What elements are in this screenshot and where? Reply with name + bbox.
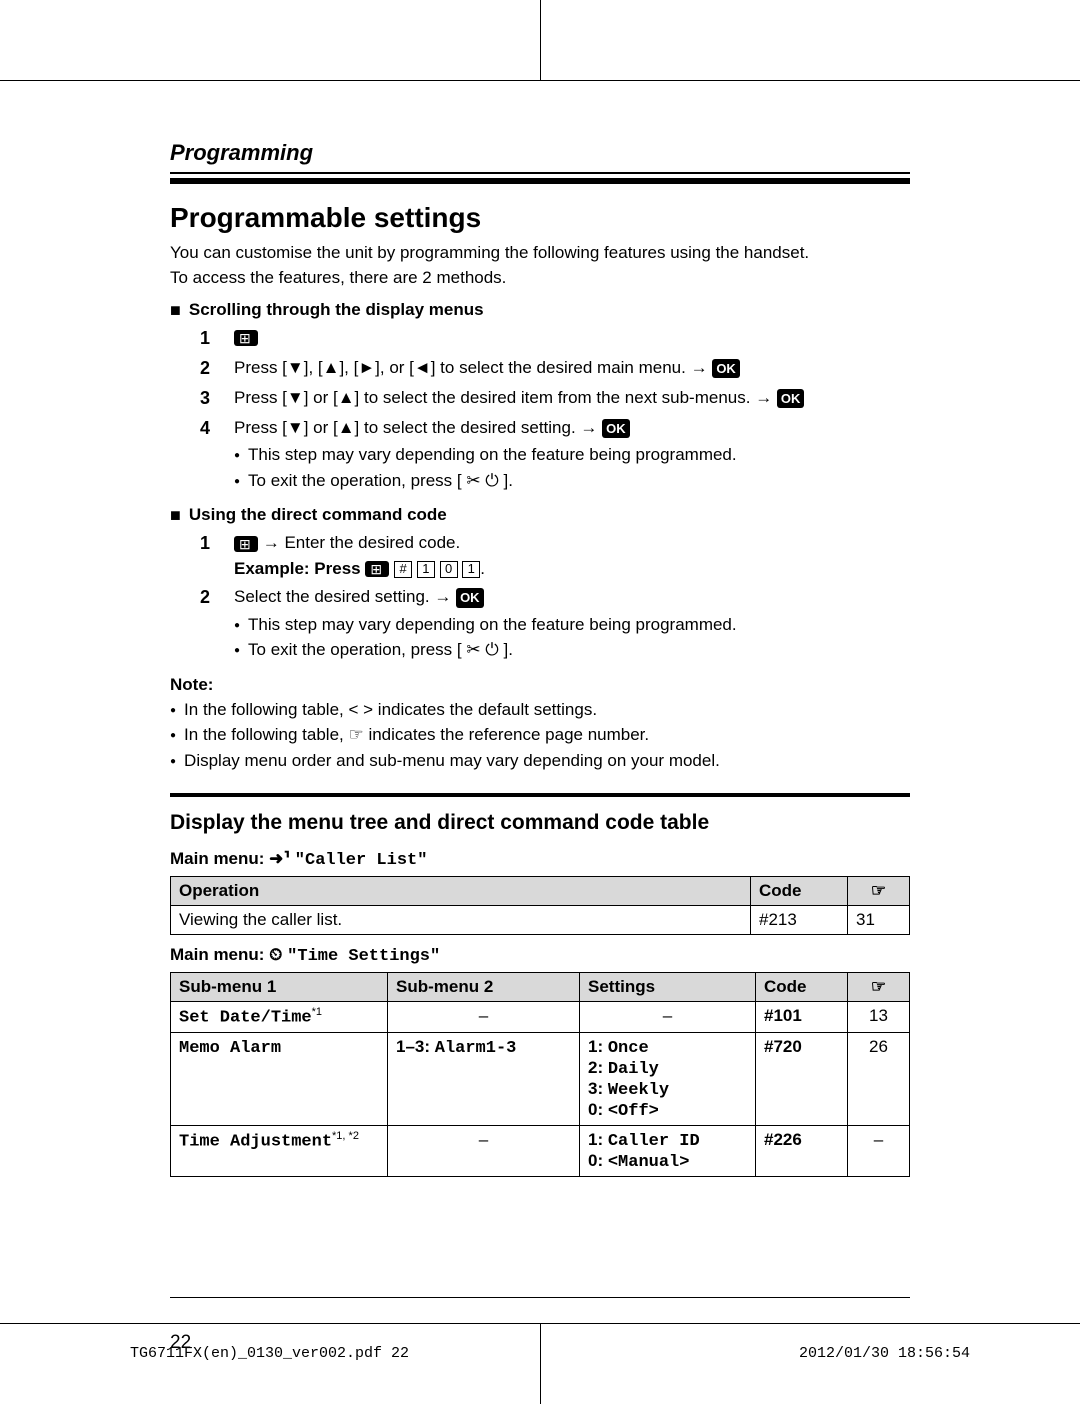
- cell: 1: Caller ID 0: <Manual>: [580, 1126, 756, 1177]
- subhead-label: Scrolling through the display menus: [189, 300, 484, 319]
- ok-icon: OK: [456, 588, 484, 608]
- footer-left: TG6711FX(en)_0130_ver002.pdf 22: [130, 1345, 409, 1362]
- note-item: In the following table, ☞ indicates the …: [170, 722, 910, 748]
- cell: Time Adjustment*1, *2: [171, 1126, 388, 1177]
- subhead-direct: ■Using the direct command code: [170, 505, 910, 526]
- cell: #101: [756, 1002, 848, 1033]
- col-settings: Settings: [580, 973, 756, 1002]
- note-item: Display menu order and sub-menu may vary…: [170, 748, 910, 774]
- cell: –: [848, 1126, 910, 1177]
- page-title: Programmable settings: [170, 202, 910, 234]
- ok-icon: OK: [777, 389, 805, 409]
- step-text: Press [▼], [▲], [►], or [◄] to select th…: [234, 358, 712, 377]
- subsection-title: Display the menu tree and direct command…: [170, 811, 910, 835]
- step-3: 3Press [▼] or [▲] to select the desired …: [200, 385, 910, 412]
- col-sub1: Sub-menu 1: [171, 973, 388, 1002]
- footer-right: 2012/01/30 18:56:54: [799, 1345, 970, 1362]
- menu-name: "Time Settings": [287, 947, 440, 966]
- print-footer: TG6711FX(en)_0130_ver002.pdf 22 2012/01/…: [130, 1345, 970, 1362]
- key-1: 1: [417, 561, 435, 577]
- step-text: → Enter the desired code.: [258, 533, 460, 552]
- cell: Viewing the caller list.: [171, 906, 751, 935]
- step-note: To exit the operation, press [ ✂ ⏻ ].: [234, 637, 910, 663]
- menu-icon: [234, 330, 258, 346]
- col-code: Code: [756, 973, 848, 1002]
- menu-label: Main menu: ⏲ "Time Settings": [170, 945, 910, 966]
- ok-icon: OK: [602, 419, 630, 439]
- col-sub2: Sub-menu 2: [388, 973, 580, 1002]
- step-4: 4Press [▼] or [▲] to select the desired …: [200, 415, 910, 496]
- step-2: 2Press [▼], [▲], [►], or [◄] to select t…: [200, 355, 910, 382]
- col-operation: Operation: [171, 877, 751, 906]
- cell: #226: [756, 1126, 848, 1177]
- example-label: Example: Press: [234, 559, 365, 578]
- step-1: 1: [200, 325, 910, 352]
- col-ref: ☞: [848, 973, 910, 1002]
- key-1: 1: [462, 561, 480, 577]
- caller-list-table: Operation Code ☞ Viewing the caller list…: [170, 876, 910, 935]
- section-header: Programming: [170, 140, 910, 166]
- rule: [170, 793, 910, 797]
- cell: 1: Once 2: Daily 3: Weekly 0: <Off>: [580, 1033, 756, 1126]
- step-note: This step may vary depending on the feat…: [234, 612, 910, 638]
- rule: [170, 172, 910, 174]
- note-item: In the following table, < > indicates th…: [170, 697, 910, 723]
- crop-mark: [540, 0, 541, 80]
- ok-icon: OK: [712, 359, 740, 379]
- step-1: 1 → Enter the desired code. Example: Pre…: [200, 530, 910, 581]
- cell: #213: [751, 906, 848, 935]
- cell: #720: [756, 1033, 848, 1126]
- cell: –: [580, 1002, 756, 1033]
- col-code: Code: [751, 877, 848, 906]
- cell: 1–3: Alarm1-3: [388, 1033, 580, 1126]
- cell: –: [388, 1126, 580, 1177]
- step-text: Press [▼] or [▲] to select the desired i…: [234, 388, 777, 407]
- cell: Set Date/Time*1: [171, 1002, 388, 1033]
- rule: [170, 178, 910, 184]
- cell: 13: [848, 1002, 910, 1033]
- key-hash: #: [394, 561, 412, 577]
- subhead-label: Using the direct command code: [189, 505, 447, 524]
- step-text: Press [▼] or [▲] to select the desired s…: [234, 418, 602, 437]
- menu-label: Main menu: ➜⸣ "Caller List": [170, 849, 910, 870]
- time-settings-table: Sub-menu 1 Sub-menu 2 Settings Code ☞ Se…: [170, 972, 910, 1177]
- menu-icon: [365, 561, 389, 577]
- key-0: 0: [440, 561, 458, 577]
- crop-mark: [0, 80, 1080, 81]
- subhead-scrolling: ■Scrolling through the display menus: [170, 300, 910, 321]
- intro-text: To access the features, there are 2 meth…: [170, 267, 910, 290]
- cell: 26: [848, 1033, 910, 1126]
- step-note: To exit the operation, press [ ✂ ⏻ ].: [234, 468, 910, 494]
- note-heading: Note:: [170, 675, 910, 695]
- step-2: 2Select the desired setting. → OK This s…: [200, 584, 910, 665]
- rule: [170, 1297, 910, 1298]
- menu-icon: [234, 536, 258, 552]
- cell: 31: [848, 906, 910, 935]
- cell: –: [388, 1002, 580, 1033]
- intro-text: You can customise the unit by programmin…: [170, 242, 910, 265]
- step-text: Select the desired setting. →: [234, 587, 456, 606]
- menu-name: "Caller List": [295, 851, 428, 870]
- step-note: This step may vary depending on the feat…: [234, 442, 910, 468]
- cell: Memo Alarm: [171, 1033, 388, 1126]
- col-ref: ☞: [848, 877, 910, 906]
